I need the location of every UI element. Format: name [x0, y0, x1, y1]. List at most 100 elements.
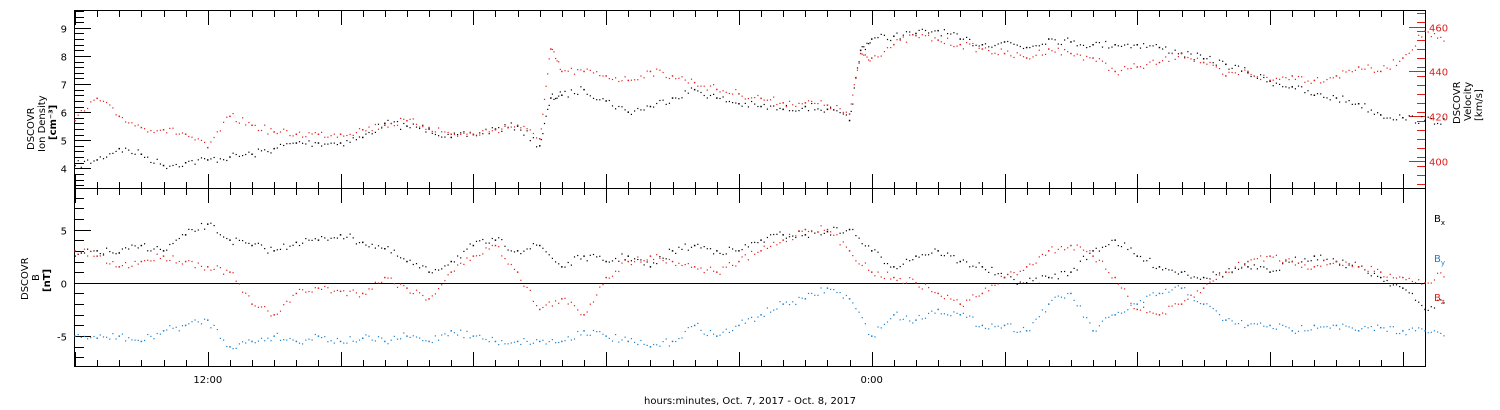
bz-texture-dot	[909, 277, 911, 279]
density-texture-dot	[1000, 42, 1002, 44]
density-texture-dot	[592, 97, 595, 99]
velocity-texture-dot	[488, 131, 490, 133]
bx-texture-dot	[1098, 250, 1100, 252]
velocity-texture-dot	[823, 104, 825, 106]
velocity-texture-dot	[422, 126, 424, 128]
velocity-texture-dot	[874, 55, 876, 57]
density-texture-dot	[501, 130, 503, 132]
bx-texture-dot	[431, 272, 433, 274]
density-point	[1402, 117, 1404, 119]
bz-texture-dot	[918, 286, 920, 288]
bx-texture-dot	[703, 246, 705, 248]
density-texture-dot	[513, 129, 516, 131]
by-texture-dot	[852, 302, 854, 304]
density-texture-dot	[994, 44, 996, 47]
by-texture-dot	[564, 340, 566, 342]
velocity-point	[1114, 70, 1116, 73]
velocity-texture-dot	[839, 108, 841, 110]
velocity-texture-dot	[529, 129, 531, 131]
bz-texture-dot	[1174, 303, 1176, 305]
density-texture-dot	[260, 150, 263, 152]
by-texture-dot	[264, 340, 266, 342]
bx-texture-dot	[1010, 276, 1012, 278]
velocity-texture-dot	[321, 131, 323, 133]
velocity-texture-dot	[210, 141, 212, 143]
bz-texture-dot	[226, 269, 228, 271]
bz-texture-dot	[390, 277, 392, 279]
bx-texture-dot	[842, 232, 844, 234]
bz-texture-dot	[1285, 259, 1287, 261]
velocity-texture-dot	[289, 135, 291, 137]
bx-texture-dot	[536, 244, 538, 246]
density-texture-dot	[909, 31, 911, 33]
bz-texture-dot	[994, 284, 996, 286]
by-texture-dot	[197, 321, 199, 323]
bz-texture-dot	[242, 291, 244, 293]
bz-texture-dot	[102, 254, 105, 256]
density-texture-dot	[191, 160, 193, 162]
by-point	[782, 303, 784, 305]
by-texture-dot	[466, 330, 468, 332]
density-texture-dot	[855, 76, 857, 79]
velocity-texture-dot	[931, 40, 933, 42]
density-point	[561, 94, 563, 96]
density-texture-dot	[905, 31, 908, 33]
density-texture-dot	[779, 107, 781, 109]
velocity-texture-dot	[899, 39, 901, 41]
by-texture-dot	[254, 342, 256, 344]
by-texture-dot	[1149, 294, 1151, 296]
bz-texture-dot	[475, 255, 478, 257]
density-texture-dot	[1064, 39, 1066, 41]
bz-texture-dot	[684, 264, 686, 266]
bz-texture-dot	[1120, 287, 1123, 289]
velocity-texture-dot	[137, 124, 139, 126]
velocity-texture-dot	[412, 118, 414, 120]
density-texture-dot	[766, 108, 768, 110]
by-texture-dot	[776, 308, 778, 310]
velocity-point	[162, 129, 165, 131]
velocity-texture-dot	[801, 103, 803, 105]
bx-texture-dot	[596, 256, 598, 258]
velocity-texture-dot	[570, 67, 572, 69]
bz-point	[1291, 260, 1293, 263]
by-point	[627, 340, 629, 343]
bz-texture-dot	[713, 270, 715, 272]
bx-texture-dot	[463, 250, 465, 252]
density-texture-dot	[491, 127, 493, 129]
field-tick-label: -5	[57, 333, 67, 344]
bz-point	[1424, 282, 1426, 284]
by-texture-dot	[194, 319, 196, 321]
velocity-texture-dot	[1067, 51, 1069, 53]
bx-texture-dot	[668, 248, 670, 250]
bx-texture-dot	[830, 234, 832, 236]
bz-texture-dot	[526, 286, 528, 288]
by-point	[1003, 324, 1006, 327]
by-point	[339, 340, 342, 343]
bz-texture-dot	[602, 284, 604, 286]
density-texture-dot	[874, 37, 876, 39]
density-texture-dot	[270, 152, 272, 154]
velocity-point	[671, 75, 674, 77]
density-texture-dot	[532, 137, 534, 139]
velocity-texture-dot	[447, 131, 449, 133]
density-texture-dot	[1250, 75, 1252, 78]
by-texture-dot	[1073, 299, 1075, 301]
by-texture-dot	[1323, 326, 1325, 328]
bx-texture-dot	[770, 234, 772, 236]
by-texture-dot	[1067, 292, 1069, 295]
by-texture-dot	[924, 317, 927, 319]
bz-texture-dot	[1250, 259, 1252, 261]
density-texture-dot	[556, 97, 558, 99]
bx-texture-dot	[994, 274, 996, 276]
velocity-texture-dot	[1177, 56, 1179, 58]
bz-texture-dot	[1073, 249, 1075, 251]
velocity-point	[826, 104, 829, 106]
bx-texture-dot	[630, 260, 632, 262]
velocity-texture-dot	[178, 133, 180, 135]
bx-texture-dot	[950, 255, 952, 257]
by-texture-dot	[1272, 328, 1274, 330]
by-texture-dot	[1127, 309, 1129, 311]
density-texture-dot	[596, 99, 598, 101]
bz-texture-dot	[200, 265, 203, 267]
by-texture-dot	[792, 301, 794, 303]
